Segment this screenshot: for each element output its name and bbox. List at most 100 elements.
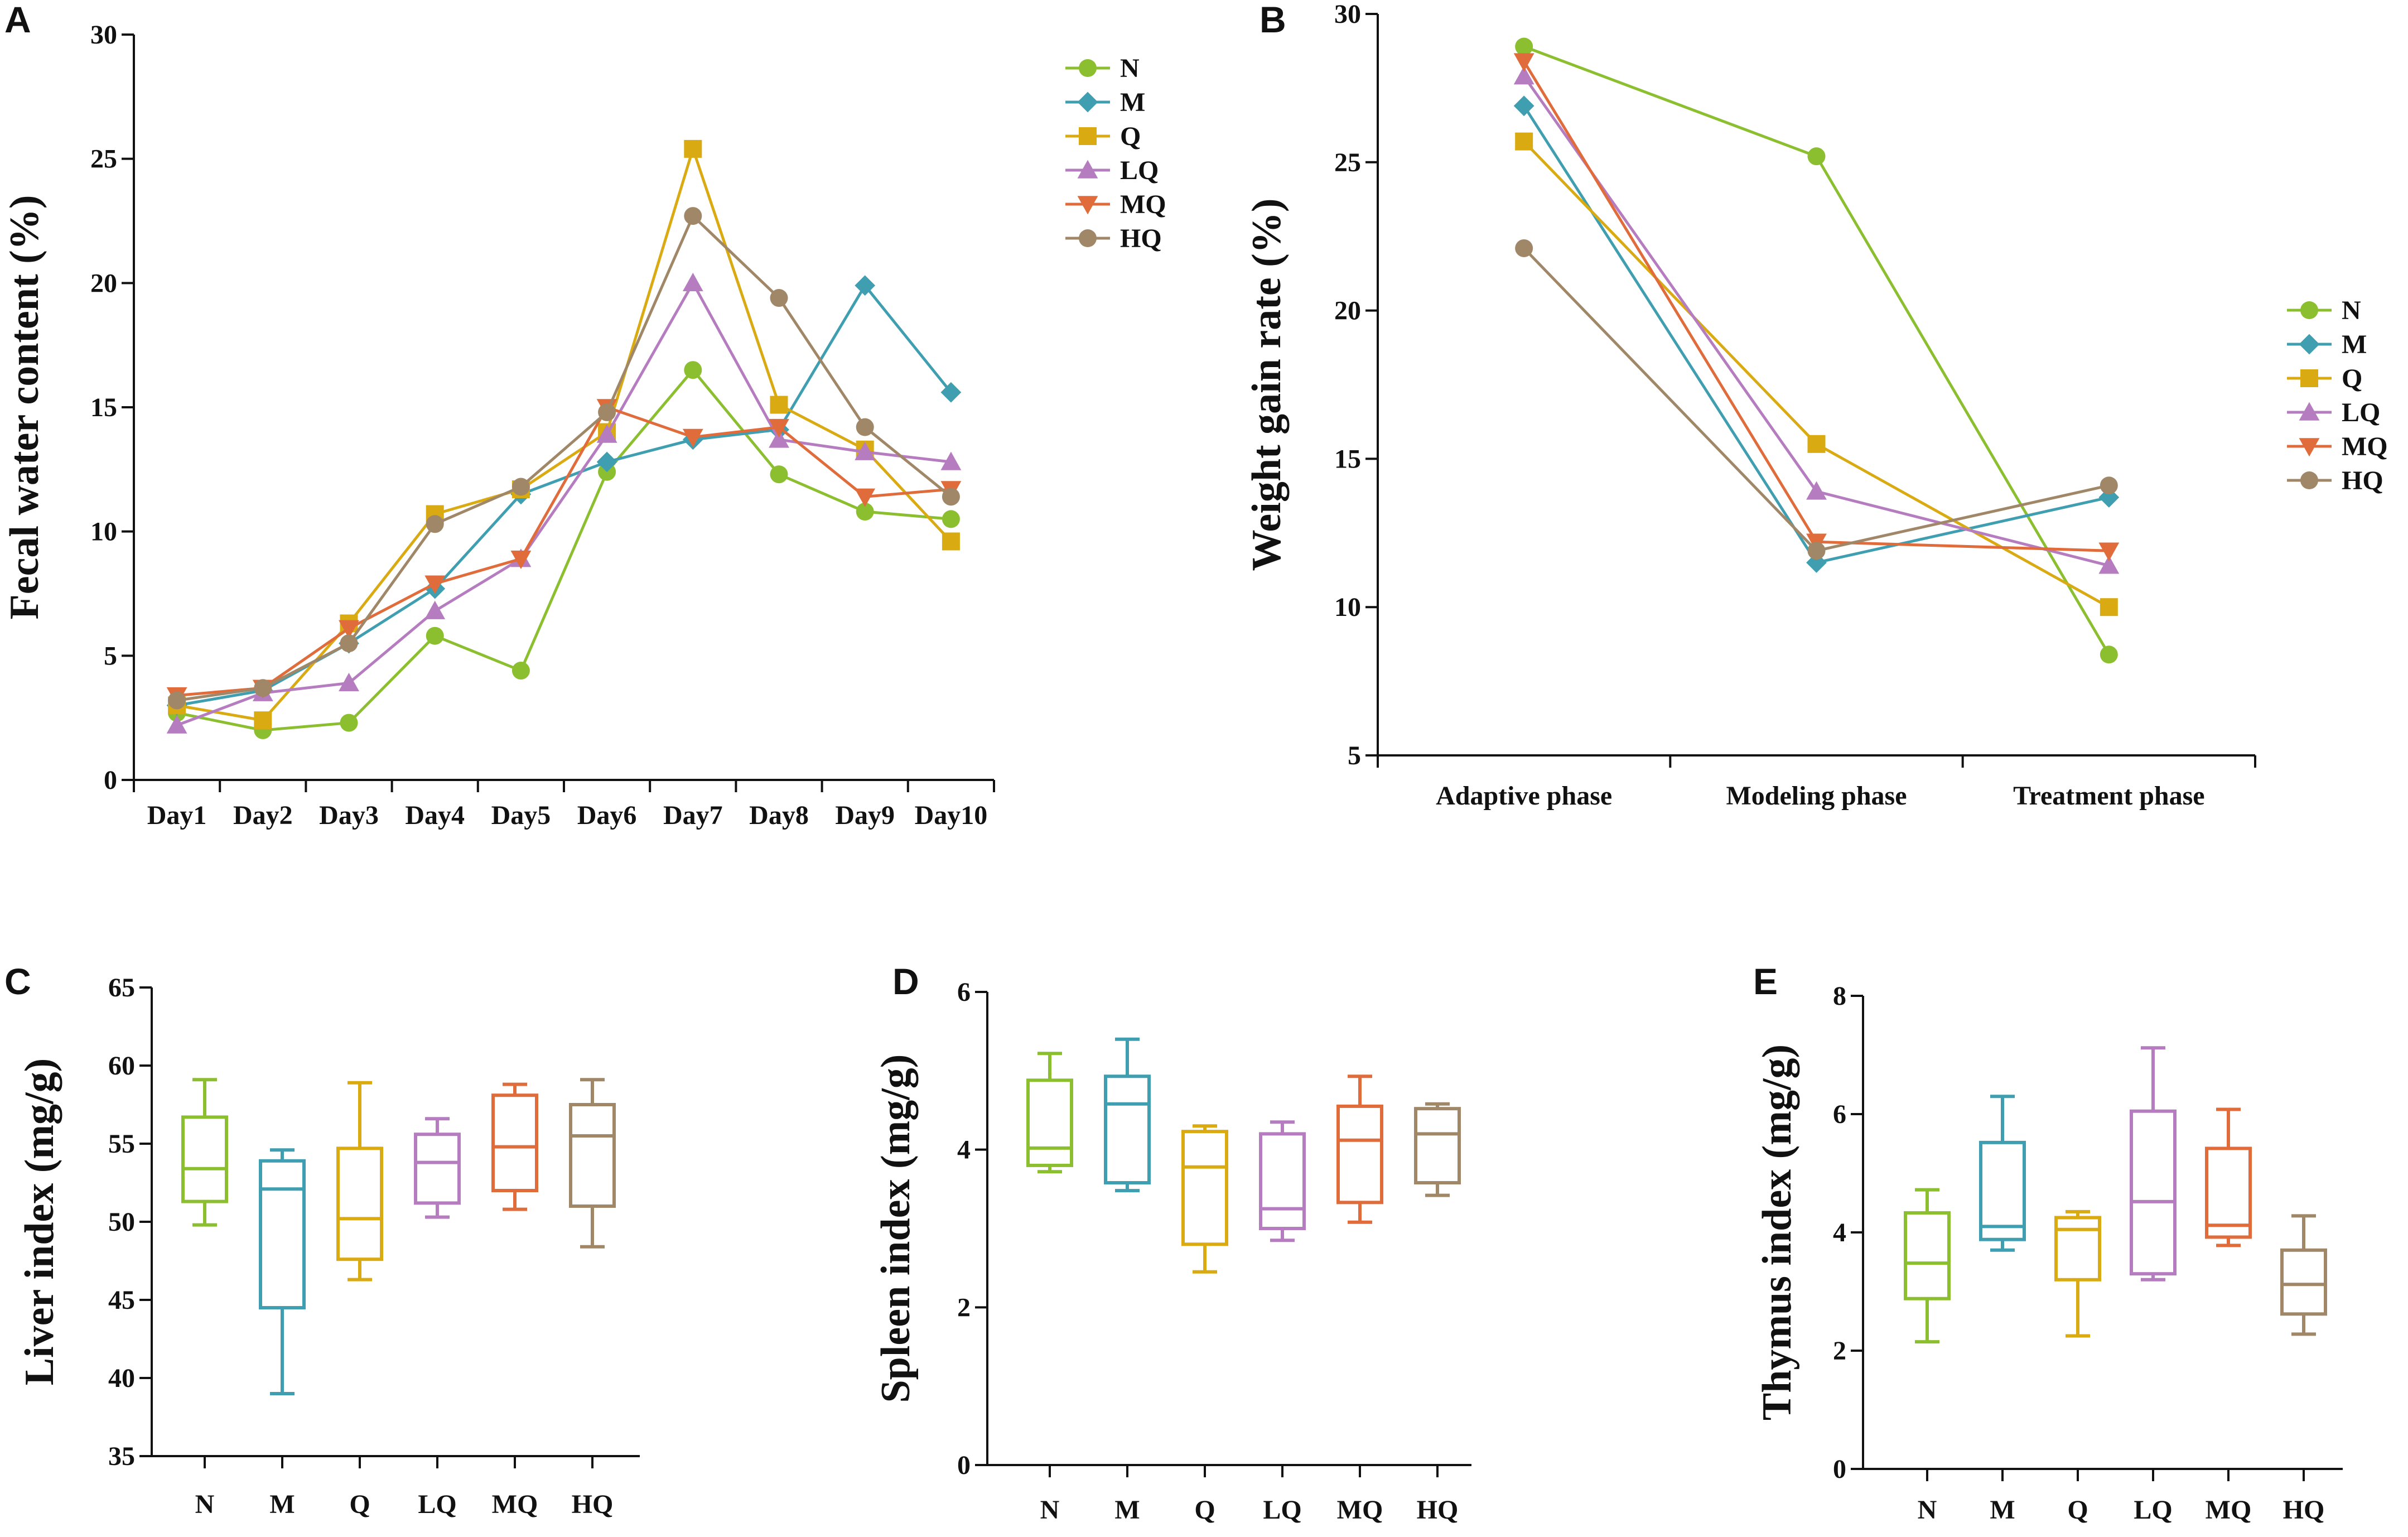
x-tick-label: HQ xyxy=(572,1490,614,1519)
data-point xyxy=(1807,542,1826,560)
x-tick-label: Day9 xyxy=(835,801,895,830)
box-n xyxy=(1026,1052,1073,1174)
legend-item-q: Q xyxy=(2287,364,2362,393)
data-point xyxy=(855,275,876,296)
data-point xyxy=(1807,435,1826,453)
x-tick-label: Day7 xyxy=(663,801,723,830)
panel-letter: E xyxy=(1753,961,1778,1002)
legend-marker xyxy=(2299,334,2320,355)
data-point xyxy=(2100,645,2118,664)
legend-marker xyxy=(1077,196,1098,215)
legend-marker xyxy=(1077,91,1098,113)
series-lq xyxy=(166,272,962,734)
x-tick-label: HQ xyxy=(1417,1495,1459,1525)
box-iqr xyxy=(259,1159,306,1310)
legend-marker xyxy=(2299,438,2320,457)
panel-letter: A xyxy=(4,0,31,40)
y-tick-label: 15 xyxy=(90,393,117,422)
data-point xyxy=(339,672,359,692)
data-point xyxy=(769,418,789,438)
data-point xyxy=(2098,542,2120,561)
data-point xyxy=(1513,66,1534,85)
box-m xyxy=(1104,1037,1151,1193)
data-point xyxy=(855,488,876,507)
panel-letter: D xyxy=(892,961,919,1002)
legend-label: M xyxy=(1120,88,1145,117)
legend-label: HQ xyxy=(2342,466,2383,495)
legend-item-mq: MQ xyxy=(2287,432,2388,461)
data-point xyxy=(770,396,788,414)
box-iqr xyxy=(1259,1132,1306,1231)
box-mq xyxy=(1336,1075,1383,1224)
y-tick-label: 8 xyxy=(1833,981,1846,1011)
x-tick-label: Day10 xyxy=(915,801,988,830)
y-tick-label: 10 xyxy=(1334,592,1361,622)
data-point xyxy=(340,714,358,732)
x-tick-label: N xyxy=(1918,1495,1937,1525)
legend-label: HQ xyxy=(1120,224,1162,253)
legend-label: LQ xyxy=(1120,156,1159,185)
panel-letter: B xyxy=(1260,0,1286,40)
box-iqr xyxy=(414,1133,461,1205)
box-lq xyxy=(1259,1120,1306,1242)
y-tick-label: 25 xyxy=(90,144,117,174)
data-point xyxy=(769,429,789,448)
data-point xyxy=(340,634,358,653)
x-tick-label: Day5 xyxy=(491,801,551,830)
box-mq xyxy=(491,1082,538,1211)
box-q xyxy=(1181,1124,1228,1274)
legend-item-lq: LQ xyxy=(1065,156,1159,185)
data-point xyxy=(942,488,960,506)
y-axis-title: Weight gain rate (%) xyxy=(1244,199,1290,571)
legend-label: MQ xyxy=(2342,432,2388,461)
y-tick-label: 20 xyxy=(1334,296,1361,326)
y-axis-title: Spleen index (mg/g) xyxy=(873,1054,919,1403)
series-n xyxy=(1515,37,2118,664)
y-tick-label: 5 xyxy=(104,641,117,671)
series-hq xyxy=(1515,239,2118,560)
y-tick-label: 2 xyxy=(1833,1336,1846,1366)
box-iqr xyxy=(2054,1216,2101,1281)
x-tick-label: MQ xyxy=(492,1490,538,1519)
data-point xyxy=(510,550,532,570)
legend-item-n: N xyxy=(1065,54,1140,83)
series-m xyxy=(1513,95,2120,573)
data-point xyxy=(1806,481,1827,500)
box-iqr xyxy=(2280,1248,2327,1316)
data-point xyxy=(424,575,446,594)
x-tick-label: LQ xyxy=(418,1490,456,1519)
series-q xyxy=(1515,132,2118,616)
y-tick-label: 50 xyxy=(108,1207,135,1237)
x-tick-label: M xyxy=(1990,1495,2015,1525)
data-point xyxy=(2098,555,2120,574)
series-n xyxy=(168,361,960,739)
y-tick-label: 45 xyxy=(108,1285,135,1315)
data-point xyxy=(770,289,788,307)
data-point xyxy=(940,382,962,403)
y-tick-label: 0 xyxy=(1833,1454,1846,1484)
y-tick-label: 25 xyxy=(1334,148,1361,177)
x-tick-label: LQ xyxy=(2134,1495,2172,1525)
legend-marker xyxy=(2300,301,2318,319)
data-point xyxy=(424,600,446,619)
series-hq xyxy=(168,207,960,710)
data-point xyxy=(598,403,616,421)
x-tick-label: Day2 xyxy=(233,801,293,830)
legend-item-lq: LQ xyxy=(2287,398,2380,427)
data-point xyxy=(596,424,617,443)
box-m xyxy=(1979,1095,2026,1252)
box-iqr xyxy=(1414,1107,1461,1185)
box-iqr xyxy=(1979,1140,2026,1241)
data-point xyxy=(684,361,702,379)
y-tick-label: 65 xyxy=(108,973,135,1003)
legend-label: Q xyxy=(1120,122,1141,151)
x-tick-label: Adaptive phase xyxy=(1436,781,1612,811)
series-mq xyxy=(166,399,962,706)
legend-label: N xyxy=(2342,296,2361,325)
y-tick-label: 20 xyxy=(90,268,117,298)
data-point xyxy=(339,620,359,639)
box-iqr xyxy=(491,1093,538,1192)
box-hq xyxy=(2280,1214,2327,1336)
